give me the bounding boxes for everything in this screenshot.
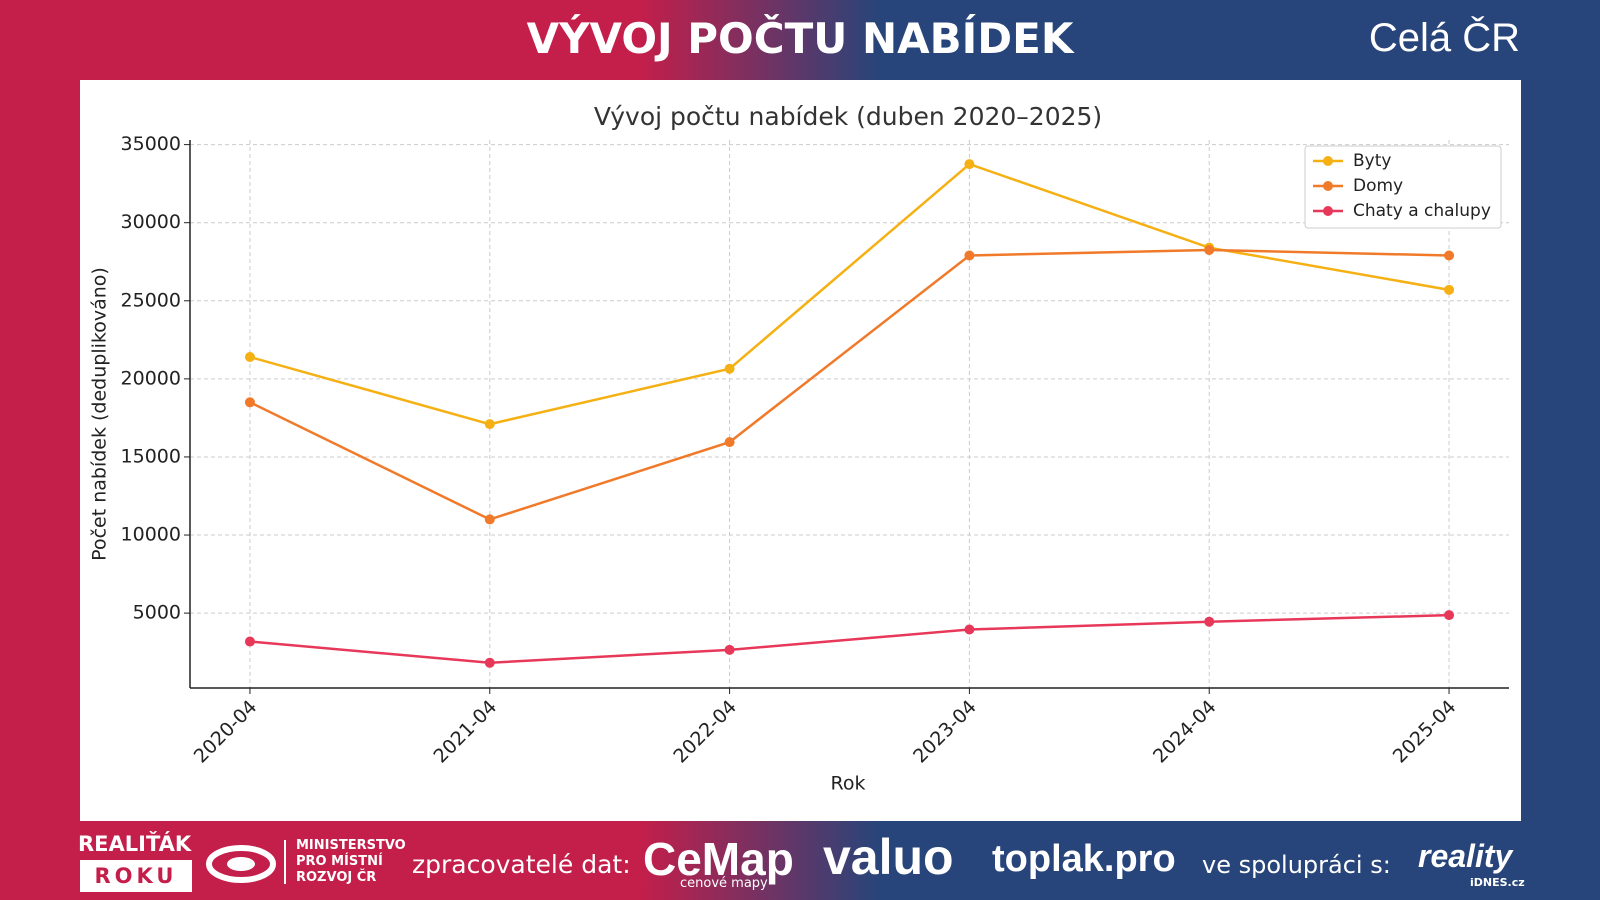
data-point [964,250,975,261]
processors-label: zpracovatelé dat: [412,850,631,879]
data-point [244,397,255,408]
series-line [249,248,1450,521]
data-point [484,419,495,430]
ministry-logo [206,845,276,883]
data-point [964,624,975,635]
data-point [1204,616,1215,627]
valuo: valuo [823,829,954,885]
x-axis-label: Rok [831,773,866,795]
data-point [1204,245,1215,256]
data-point [244,636,255,647]
cooperation-label: ve spolupráci s: [1202,851,1391,879]
ministry-line: PRO MÍSTNÍ [296,854,383,869]
data-point [484,657,495,668]
x-tick-label: 2022-04 [669,696,741,768]
data-point [724,363,735,374]
y-axis-label: Počet nabídek (deduplikováno) [89,267,111,561]
y-tick-label: 10000 [121,524,181,546]
data-point [964,159,975,170]
data-point [724,437,735,448]
y-tick-label: 35000 [121,133,181,155]
y-tick-label: 30000 [121,211,181,233]
brand-bottom: ROKU [80,860,192,892]
reality-sub: iDNES.cz [1470,876,1525,889]
y-tick-label: 20000 [121,367,181,389]
x-tick-label: 2024-04 [1149,696,1221,768]
x-tick-label: 2021-04 [430,696,502,768]
y-tick-label: 15000 [121,445,181,467]
data-point [724,644,735,655]
legend-marker [1323,181,1333,191]
ministry-line: ROZVOJ ČR [296,870,377,885]
y-tick-label: 5000 [133,602,181,624]
data-point [1444,610,1455,621]
data-point [1444,250,1455,261]
header-title: VÝVOJ POČTU NABÍDEK [526,14,1074,63]
x-tick-label: 2020-04 [190,696,262,768]
chart-title: Vývoj počtu nabídek (duben 2020–2025) [594,102,1102,131]
cemap: CeMap [643,833,794,885]
legend-label: Domy [1353,176,1403,196]
brand-top: REALIŤÁK [78,832,192,856]
legend-marker [1323,156,1333,166]
data-point [244,351,255,362]
ministry: MINISTERSTVO PRO MÍSTNÍ ROZVOJ ČR [296,838,406,886]
x-tick-label: 2023-04 [909,696,981,768]
divider [284,840,286,884]
chart-panel [80,80,1521,821]
cemap-sub: cenové mapy [680,876,768,891]
ministry-line: MINISTERSTVO [296,838,406,853]
legend-label: Byty [1353,151,1391,171]
series-line [249,162,1450,426]
x-tick-label: 2025-04 [1389,696,1461,768]
header-region: Celá ČR [1368,16,1520,60]
legend-box [1304,145,1502,229]
reality: reality [1418,838,1513,874]
toplak: toplak.pro [992,838,1176,880]
series-line [249,613,1450,665]
y-tick-label: 25000 [121,289,181,311]
legend-marker [1323,206,1333,216]
data-point [1444,284,1455,295]
legend-label: Chaty a chalupy [1353,201,1491,221]
data-point [484,514,495,525]
